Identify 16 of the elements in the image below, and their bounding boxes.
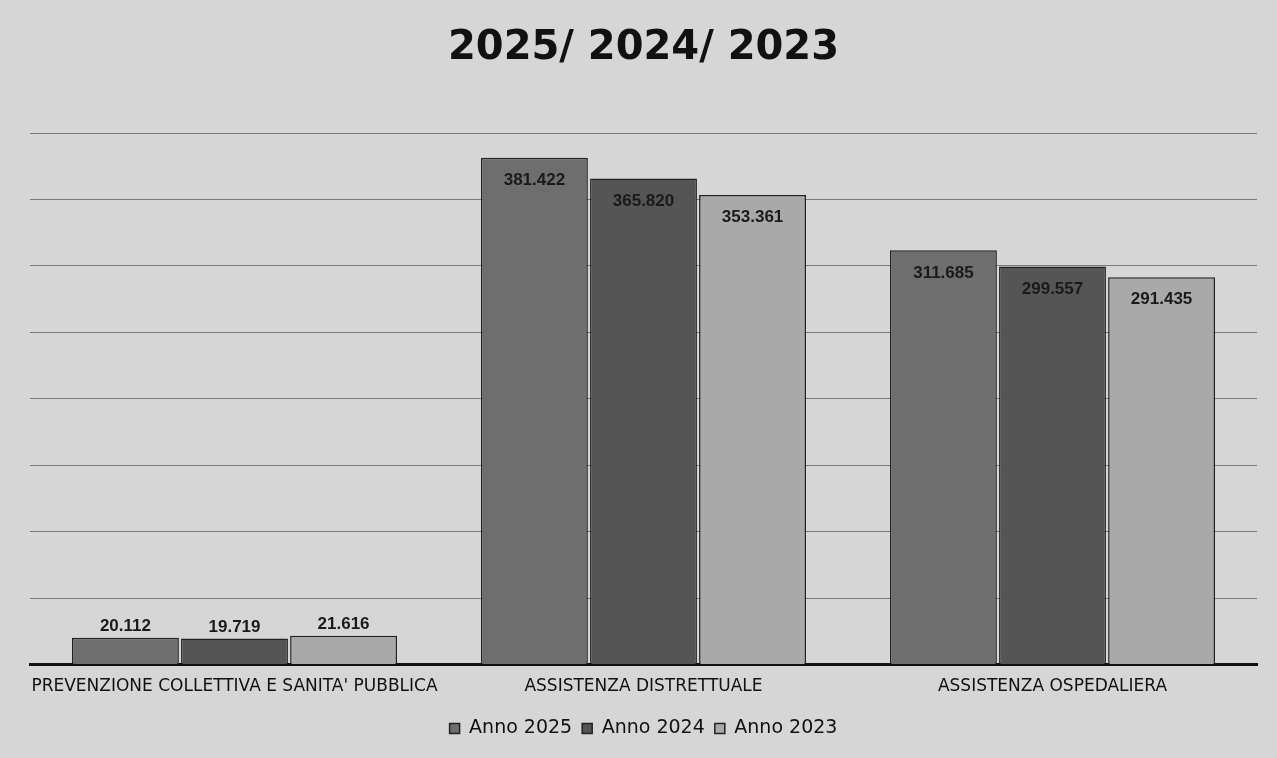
data-label: 299.557 [1021,278,1084,298]
legend-label: Anno 2025 [469,715,573,738]
data-label: 311.685 [913,262,974,282]
legend-label: Anno 2024 [601,715,705,738]
x-tick-label: PREVENZIONE COLLETTIVA E SANITA' PUBBLICA [31,675,438,696]
legend-label: Anno 2023 [734,715,838,738]
chart-title: 2025/ 2024/ 2023 [447,22,840,69]
x-tick-label: ASSISTENZA OSPEDALIERA [937,675,1168,696]
data-label: 365.820 [612,190,675,210]
data-label: 20.112 [99,616,151,636]
data-label: 21.616 [317,614,370,634]
data-label: 381.422 [503,169,566,189]
data-label: 353.361 [721,207,784,227]
x-tick-label: ASSISTENZA DISTRETTUALE [524,675,763,696]
data-label: 291.435 [1130,289,1193,309]
data-label: 19.719 [208,616,261,636]
